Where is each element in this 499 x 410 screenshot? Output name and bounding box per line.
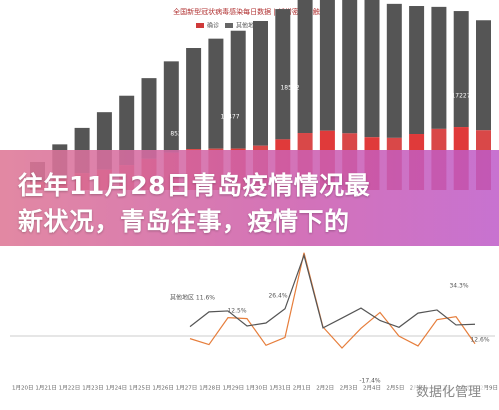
bar-gray: [163, 61, 179, 153]
bar-gray: [275, 9, 291, 140]
line-label: -17.4%: [359, 378, 381, 385]
legend-swatch: [196, 23, 204, 28]
bar-gray: [297, 0, 313, 134]
legend-swatch: [225, 23, 233, 28]
date-label: 1月31日: [269, 385, 291, 392]
date-label: 1月24日: [106, 385, 128, 392]
bar-label: 17227: [451, 93, 470, 100]
date-label: 2月1日: [293, 385, 311, 392]
bar-gray: [119, 95, 135, 166]
bar-label: 18532: [280, 85, 299, 92]
date-label: 2月2日: [316, 385, 334, 392]
line-gray: [189, 253, 476, 329]
bar-gray: [186, 48, 202, 150]
watermark: 数据化管理: [411, 379, 485, 402]
date-label: 2月9日: [480, 385, 498, 392]
line-label: 34.3%: [449, 283, 468, 290]
legend-item: 其他地区: [236, 22, 260, 30]
date-label: 1月28日: [199, 385, 221, 392]
bar-gray: [230, 30, 246, 149]
bar-gray: [253, 20, 268, 146]
bar-gray: [208, 38, 224, 149]
date-label: 2月3日: [340, 385, 358, 392]
date-label: 1月29日: [223, 385, 245, 392]
date-label: 2月5日: [386, 385, 404, 392]
date-label: 1月30日: [246, 385, 268, 392]
date-label: 1月21日: [35, 385, 57, 392]
bar-gray: [364, 0, 380, 138]
bar-gray: [409, 6, 425, 135]
title-overlay: 往年11月28日青岛疫情情况最 新状况，青岛往事，疫情下的: [0, 150, 499, 246]
chart-title: 全国新型冠状病毒感染每日数据 | 新增密切接触者: [173, 7, 327, 16]
title-line: 新状况，青岛往事，疫情下的: [18, 207, 350, 236]
date-label: 1月26日: [152, 385, 174, 392]
line-label: 26.4%: [268, 293, 287, 300]
date-label: 2月4日: [363, 385, 381, 392]
line-label: 12.5%: [227, 308, 246, 315]
line-red: [189, 252, 476, 349]
date-label: 1月25日: [129, 385, 151, 392]
bar-gray: [141, 78, 157, 159]
legend-item: 确诊: [207, 22, 219, 30]
bar-gray: [476, 20, 491, 131]
bar-label: 17477: [220, 114, 239, 121]
line-label: 其他地区 11.6%: [170, 294, 215, 302]
bar-gray: [319, 0, 335, 131]
line-label: 12.6%: [470, 337, 489, 344]
bar-label: 8524: [170, 131, 185, 138]
bar-gray: [431, 6, 447, 129]
bar-gray: [342, 0, 358, 134]
title-line: 往年11月28日青岛疫情情况最: [18, 171, 371, 200]
bar-gray: [386, 3, 402, 138]
date-label: 1月22日: [59, 385, 81, 392]
date-label: 1月27日: [176, 385, 198, 392]
date-label: 1月20日: [12, 385, 34, 392]
date-label: 1月23日: [82, 385, 104, 392]
bar-gray: [453, 11, 469, 128]
